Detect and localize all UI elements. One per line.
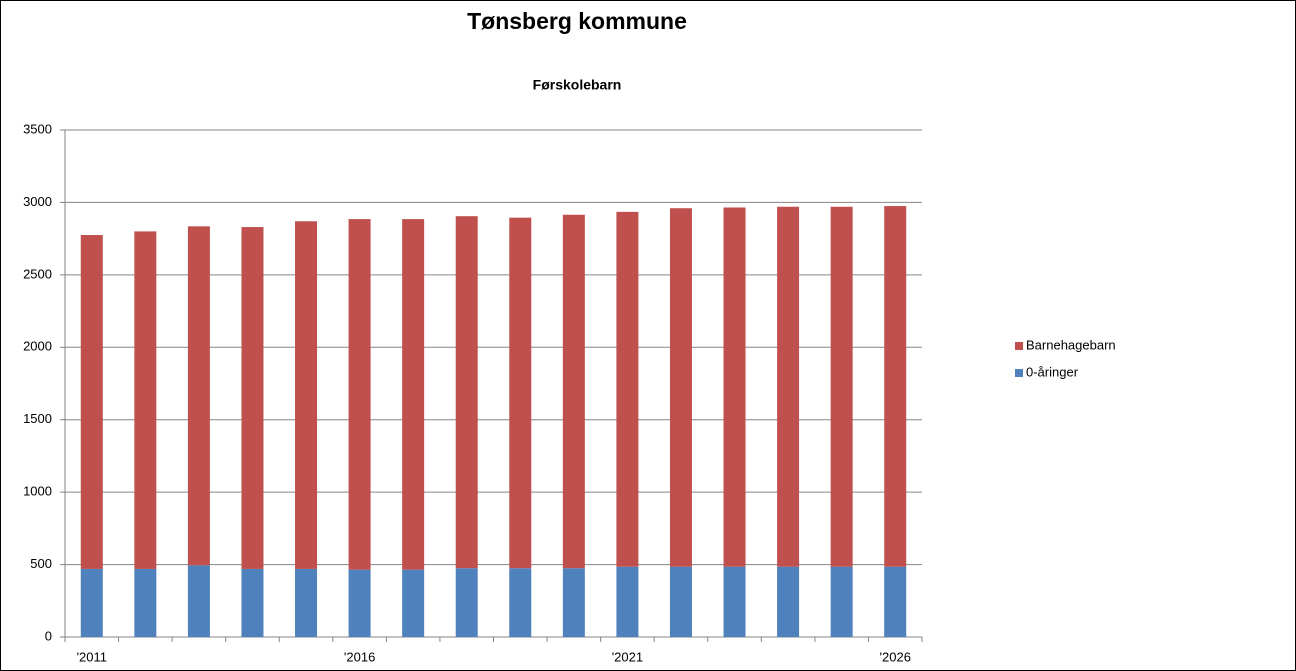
bar-segment (509, 217, 532, 569)
bar-segment (884, 566, 907, 637)
x-tick-label: '2016 (344, 649, 375, 664)
bar-segment (455, 568, 478, 637)
bar-segment (669, 566, 692, 637)
y-tick-label: 2500 (23, 266, 52, 281)
legend-label: 0-åringer (1026, 364, 1079, 379)
bar-segment (884, 206, 907, 567)
bar-segment (187, 226, 210, 566)
bar-segment (80, 235, 103, 569)
bar-segment (402, 219, 425, 570)
bar-segment (295, 221, 318, 569)
bar-segment (562, 214, 585, 569)
y-tick-label: 1000 (23, 484, 52, 499)
bar-segment (509, 568, 532, 637)
bar-segment (830, 566, 853, 637)
bar-segment (348, 219, 371, 570)
bar-segment (723, 207, 746, 567)
y-tick-label: 0 (45, 628, 52, 643)
bar-segment (348, 569, 371, 637)
y-tick-label: 3500 (23, 121, 52, 136)
bar-segment (723, 566, 746, 637)
bar-segment (562, 568, 585, 637)
x-tick-label: '2026 (880, 649, 911, 664)
bar-segment (402, 569, 425, 637)
bar-segment (80, 568, 103, 637)
chart-title: Tønsberg kommune (467, 8, 687, 34)
y-tick-label: 1500 (23, 411, 52, 426)
x-tick-label: '2011 (77, 649, 107, 664)
bar-segment (777, 566, 800, 637)
bar-segment (241, 227, 264, 569)
chart-subtitle: Førskolebarn (533, 77, 622, 93)
bar-segment (616, 211, 639, 567)
bar-segment (455, 216, 478, 569)
bar-segment (134, 568, 157, 637)
bar-segment (134, 231, 157, 569)
bar-segment (187, 565, 210, 637)
legend-label: Barnehagebarn (1026, 337, 1116, 352)
bar-segment (669, 208, 692, 567)
y-tick-label: 3000 (23, 194, 52, 209)
x-tick-label: '2021 (612, 649, 643, 664)
bar-segment (241, 568, 264, 637)
bar-segment (777, 206, 800, 567)
bar-segment (830, 206, 853, 567)
legend-swatch (1015, 342, 1023, 350)
y-tick-label: 500 (30, 556, 52, 571)
bar-segment (295, 568, 318, 637)
legend-swatch (1015, 369, 1023, 377)
bar-segment (616, 566, 639, 637)
y-tick-label: 2000 (23, 339, 52, 354)
